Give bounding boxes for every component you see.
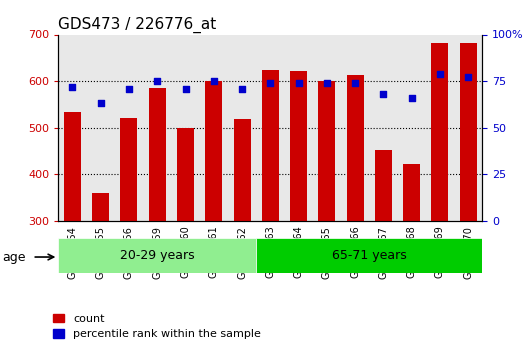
Point xyxy=(125,86,133,91)
Bar xyxy=(256,238,482,273)
Bar xyxy=(347,75,364,221)
Point xyxy=(153,78,162,84)
Point xyxy=(96,101,105,106)
Legend: count, percentile rank within the sample: count, percentile rank within the sample xyxy=(53,314,261,339)
Bar xyxy=(375,150,392,221)
Text: GDS473 / 226776_at: GDS473 / 226776_at xyxy=(58,17,217,33)
Bar xyxy=(58,238,256,273)
Bar xyxy=(64,112,81,221)
Bar xyxy=(92,193,109,221)
Point xyxy=(379,91,387,97)
Bar xyxy=(120,118,137,221)
Point xyxy=(351,80,359,86)
Bar xyxy=(319,81,335,221)
Point xyxy=(238,86,246,91)
Point xyxy=(464,75,472,80)
Point xyxy=(266,80,275,86)
Bar xyxy=(205,81,222,221)
Bar xyxy=(234,119,251,221)
Point xyxy=(209,78,218,84)
Text: 20-29 years: 20-29 years xyxy=(120,249,195,262)
Bar xyxy=(177,128,194,221)
Bar xyxy=(290,71,307,221)
Text: 65-71 years: 65-71 years xyxy=(332,249,407,262)
Point xyxy=(408,95,416,101)
Bar xyxy=(262,70,279,221)
Bar xyxy=(431,43,448,221)
Bar xyxy=(403,164,420,221)
Bar xyxy=(149,88,166,221)
Point xyxy=(294,80,303,86)
Text: age: age xyxy=(3,250,26,264)
Point xyxy=(68,84,77,89)
Point xyxy=(323,80,331,86)
Bar xyxy=(460,43,476,221)
Point xyxy=(181,86,190,91)
Point xyxy=(436,71,444,76)
